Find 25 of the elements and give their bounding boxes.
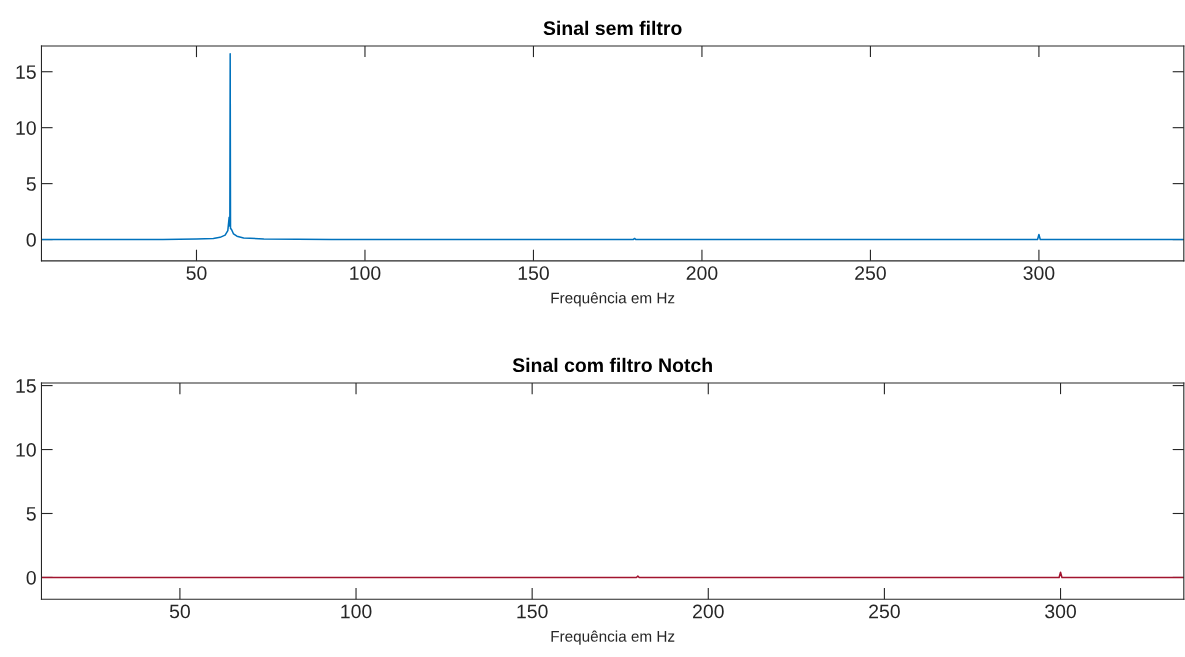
x-axis-title: Frequência em Hz: [551, 630, 675, 645]
x-tick-label: 300: [1023, 266, 1055, 280]
x-tick-label: 300: [1045, 604, 1076, 619]
x-tick-label: 150: [518, 266, 549, 280]
y-tick-label: 5: [26, 507, 36, 521]
x-tick-label: 250: [855, 266, 886, 280]
x-tick-label: 50: [186, 266, 207, 280]
x-axis-title: Frequência em Hz: [551, 292, 675, 307]
x-tick-label: 200: [686, 266, 718, 280]
x-tick-label: 100: [350, 266, 381, 280]
y-tick-label: 0: [26, 570, 36, 585]
x-tick-label: 50: [169, 604, 190, 619]
y-tick-label: 10: [16, 443, 36, 457]
x-tick-label: 100: [341, 604, 372, 619]
line-series: [41, 53, 1184, 241]
chart-title: Sinal com filtro Notch: [512, 357, 712, 373]
y-tick-label: 5: [26, 177, 36, 191]
y-tick-label: 15: [16, 379, 36, 393]
y-tick-label: 0: [26, 233, 36, 247]
y-tick-label: 10: [16, 121, 36, 135]
chart-title: Sinal sem filtro: [543, 20, 682, 36]
y-tick-label: 15: [16, 65, 36, 79]
x-tick-label: 150: [517, 604, 548, 619]
x-tick-label: 250: [869, 604, 900, 619]
x-tick-label: 200: [693, 604, 724, 619]
